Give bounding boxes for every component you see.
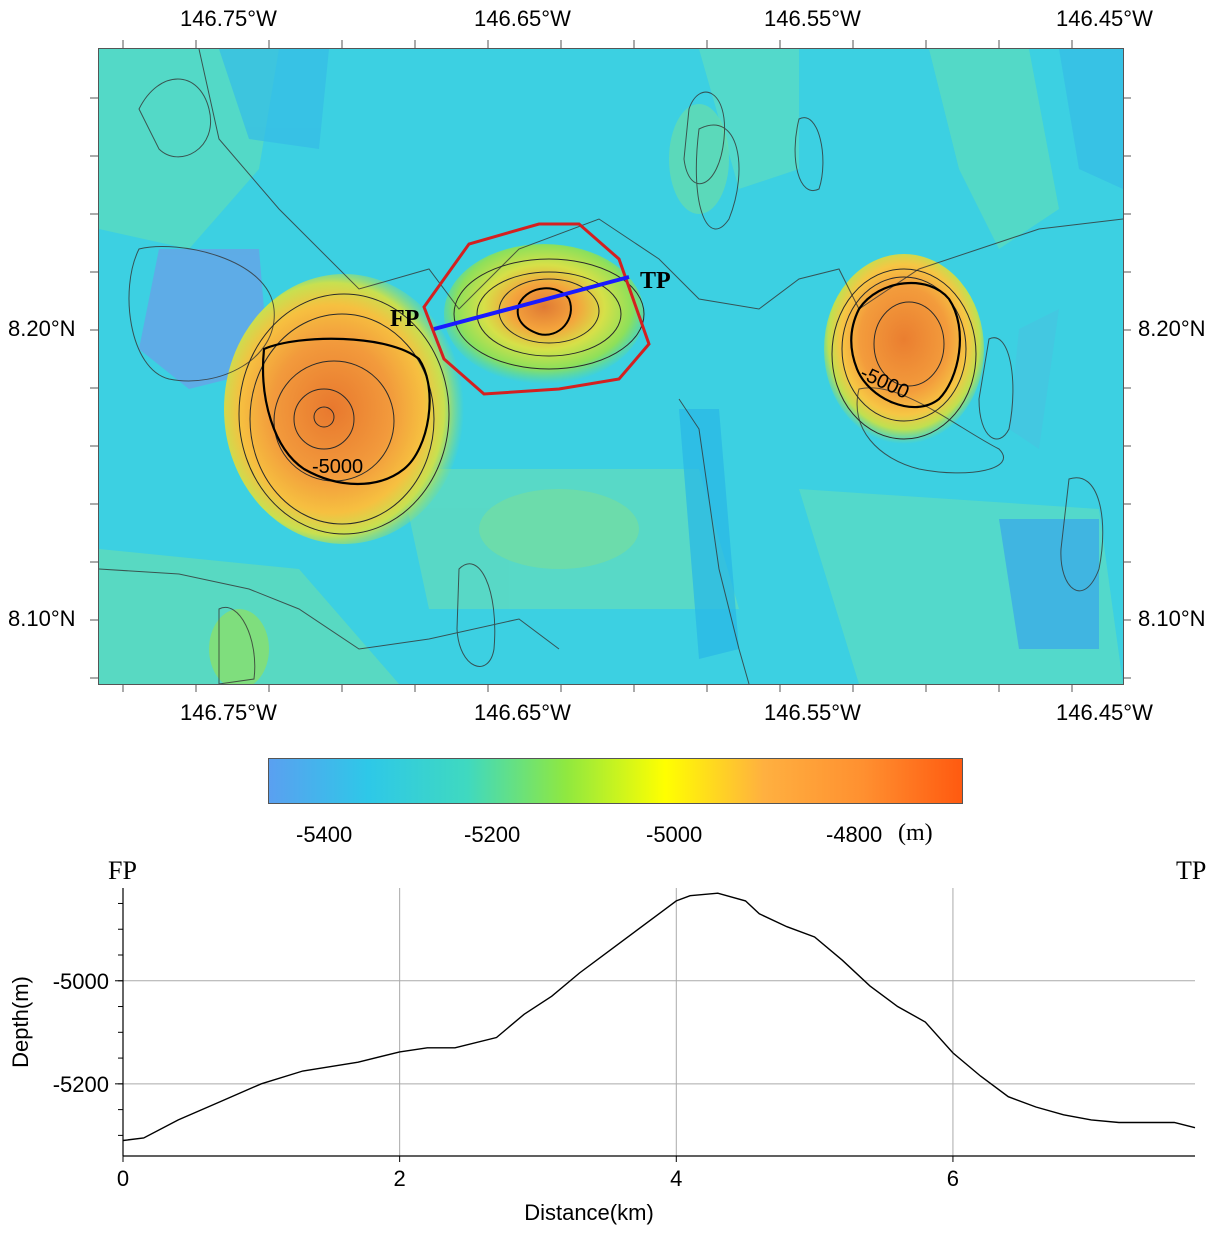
colorbar-unit: (m) — [898, 820, 933, 846]
lon-text: 146.45°W — [1056, 6, 1153, 31]
lon-label-top-2: 146.65°W — [474, 6, 571, 32]
lon-text: 146.55°W — [764, 6, 861, 31]
lat-label-left-2: 8.10°N — [8, 606, 76, 632]
y-tick-label: -5000 — [53, 969, 109, 994]
lat-label-right-2: 8.10°N — [1138, 606, 1206, 632]
x-tick-label: 6 — [947, 1166, 959, 1191]
y-tick-label: -5200 — [53, 1072, 109, 1097]
depth-profile-line — [122, 892, 1196, 1142]
lon-text: 146.55°W — [764, 700, 861, 725]
colorbar — [268, 758, 963, 804]
map-ticks — [90, 40, 1131, 692]
lat-text: 8.10°N — [1138, 606, 1206, 631]
lon-text: 146.45°W — [1056, 700, 1153, 725]
bathymetry-canvas — [99, 49, 1123, 684]
profile-left-label: FP — [108, 856, 137, 885]
profile-start-label: FP — [390, 306, 420, 332]
lon-text: 146.75°W — [180, 6, 277, 31]
lon-label-bottom-4: 146.45°W — [1056, 700, 1153, 726]
x-axis-title: Distance(km) — [524, 1200, 654, 1225]
colorbar-tick-2: -5200 — [464, 822, 521, 847]
colorbar-tick-1: -5400 — [296, 822, 353, 847]
y-axis-title: Depth(m) — [8, 976, 33, 1068]
profile-right-label: TP — [1176, 856, 1207, 885]
x-tick-label: 0 — [117, 1166, 129, 1191]
x-tick-label: 4 — [670, 1166, 682, 1191]
lon-label-bottom-3: 146.55°W — [764, 700, 861, 726]
contour-label-west: -5000 — [312, 456, 364, 478]
lon-label-top-3: 146.55°W — [764, 6, 861, 32]
lon-label-bottom-2: 146.65°W — [474, 700, 571, 726]
depth-profile-chart: 0 2 4 6 -5000 -5200 Distance(km) Depth(m) — [8, 888, 1196, 1225]
lat-text: 8.20°N — [8, 316, 76, 341]
lat-label-right-1: 8.20°N — [1138, 316, 1206, 342]
lon-label-top-4: 146.45°W — [1056, 6, 1153, 32]
lon-text: 146.65°W — [474, 6, 571, 31]
colorbar-tick-3: -5000 — [646, 822, 703, 847]
lat-text: 8.20°N — [1138, 316, 1206, 341]
profile-line — [433, 275, 630, 331]
profile-end-label: TP — [640, 268, 671, 294]
lon-text: 146.75°W — [180, 700, 277, 725]
lon-label-bottom-1: 146.75°W — [180, 700, 277, 726]
x-tick-label: 2 — [394, 1166, 406, 1191]
lat-text: 8.10°N — [8, 606, 76, 631]
lon-text: 146.65°W — [474, 700, 571, 725]
study-area-outline — [422, 222, 651, 396]
colorbar-tick-4: -4800 — [826, 822, 883, 847]
bathymetry-map — [98, 48, 1124, 685]
lon-label-top-1: 146.75°W — [180, 6, 277, 32]
lat-label-left-1: 8.20°N — [8, 316, 76, 342]
